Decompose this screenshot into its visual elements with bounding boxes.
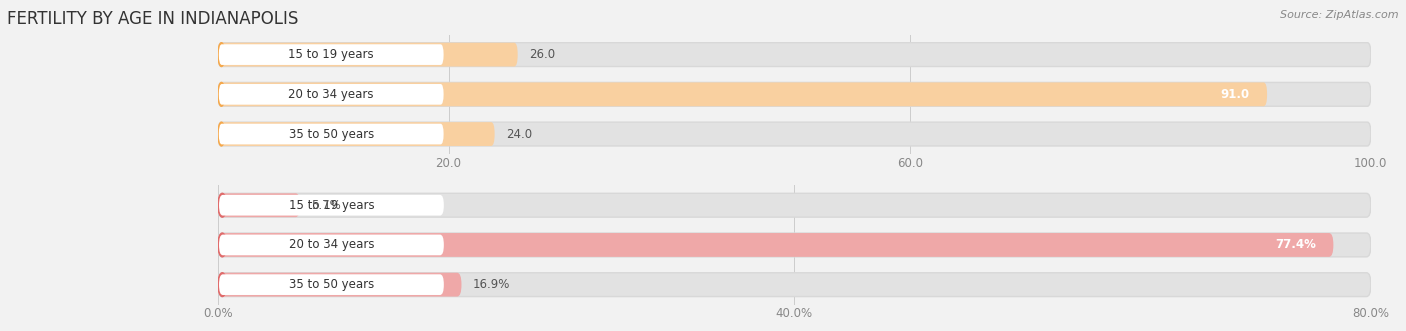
FancyBboxPatch shape [218, 193, 299, 217]
Text: Source: ZipAtlas.com: Source: ZipAtlas.com [1281, 10, 1399, 20]
Text: 5.7%: 5.7% [312, 199, 342, 212]
Text: 15 to 19 years: 15 to 19 years [288, 48, 374, 61]
FancyBboxPatch shape [219, 235, 444, 255]
FancyBboxPatch shape [218, 122, 1371, 146]
Circle shape [218, 82, 225, 106]
FancyBboxPatch shape [219, 44, 444, 65]
FancyBboxPatch shape [219, 84, 444, 105]
FancyBboxPatch shape [218, 193, 1371, 217]
FancyBboxPatch shape [219, 274, 444, 295]
Circle shape [218, 122, 225, 146]
Circle shape [218, 43, 225, 67]
FancyBboxPatch shape [218, 43, 1371, 67]
FancyBboxPatch shape [218, 233, 1371, 257]
FancyBboxPatch shape [219, 195, 444, 215]
FancyBboxPatch shape [219, 124, 444, 144]
FancyBboxPatch shape [218, 122, 495, 146]
Text: 16.9%: 16.9% [472, 278, 510, 291]
Text: 91.0: 91.0 [1220, 88, 1250, 101]
Circle shape [218, 193, 226, 217]
Text: 24.0: 24.0 [506, 127, 533, 141]
FancyBboxPatch shape [218, 273, 1371, 297]
Circle shape [218, 233, 226, 257]
FancyBboxPatch shape [218, 82, 1267, 106]
Text: 26.0: 26.0 [529, 48, 555, 61]
Text: FERTILITY BY AGE IN INDIANAPOLIS: FERTILITY BY AGE IN INDIANAPOLIS [7, 10, 298, 28]
Text: 15 to 19 years: 15 to 19 years [288, 199, 374, 212]
FancyBboxPatch shape [218, 82, 1371, 106]
Text: 77.4%: 77.4% [1275, 238, 1316, 252]
FancyBboxPatch shape [218, 233, 1333, 257]
Circle shape [218, 273, 226, 297]
Text: 20 to 34 years: 20 to 34 years [288, 88, 374, 101]
FancyBboxPatch shape [218, 43, 517, 67]
Text: 35 to 50 years: 35 to 50 years [288, 278, 374, 291]
Text: 35 to 50 years: 35 to 50 years [288, 127, 374, 141]
Text: 20 to 34 years: 20 to 34 years [288, 238, 374, 252]
FancyBboxPatch shape [218, 273, 461, 297]
